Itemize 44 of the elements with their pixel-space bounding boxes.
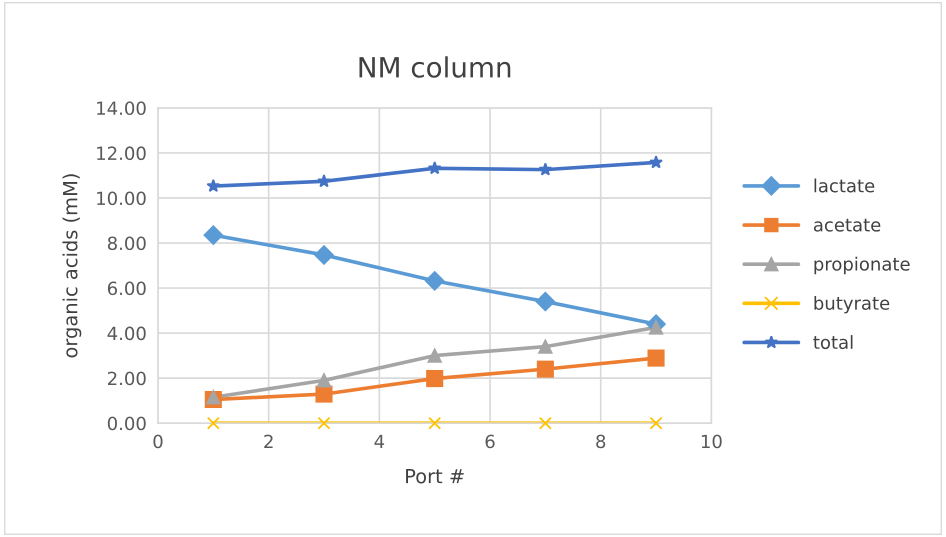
- x-tick-label: 2: [264, 434, 273, 448]
- point: [206, 416, 220, 430]
- point: [428, 416, 442, 430]
- y-tick-label: 6.00: [108, 282, 146, 296]
- legend-label: acetate: [814, 218, 880, 232]
- chart-title: NM column: [360, 56, 510, 78]
- point: [648, 350, 665, 367]
- x-tick-label: 4: [374, 434, 384, 448]
- point: [204, 225, 224, 245]
- y-tick-label: 0.00: [108, 416, 146, 430]
- point: [317, 174, 331, 188]
- point: [650, 416, 663, 430]
- point: [649, 155, 663, 168]
- point: [206, 390, 220, 404]
- point: [536, 360, 554, 378]
- point: [424, 271, 444, 291]
- y-tick-label: 10.00: [97, 191, 146, 206]
- x-tick-label: 0: [153, 434, 163, 448]
- y-axis-title: organic acids (mM): [62, 174, 82, 358]
- point: [538, 339, 553, 354]
- point: [318, 416, 330, 430]
- legend-label: butyrate: [814, 296, 890, 314]
- point: [536, 292, 556, 312]
- point: [315, 386, 333, 403]
- point: [206, 178, 220, 192]
- y-tick-label: 8.00: [108, 236, 146, 250]
- point: [316, 373, 332, 388]
- legend-label: total: [813, 335, 852, 350]
- x-tick-label: 10: [702, 434, 722, 448]
- point: [426, 370, 444, 388]
- point: [428, 348, 442, 363]
- point: [428, 161, 442, 174]
- y-tick-label: 2.00: [108, 372, 146, 386]
- y-tick-label: 12.00: [97, 146, 146, 160]
- point: [538, 162, 552, 176]
- x-axis-title: Port #: [406, 469, 464, 484]
- y-tick-label: 4.00: [108, 326, 146, 340]
- legend-label: lactate: [814, 178, 874, 193]
- x-tick-label: 8: [596, 434, 606, 448]
- y-tick-label: 14.00: [97, 101, 146, 116]
- x-tick-label: 6: [486, 434, 495, 448]
- point: [538, 416, 552, 430]
- point: [314, 245, 334, 265]
- legend-label: propionate: [814, 256, 910, 274]
